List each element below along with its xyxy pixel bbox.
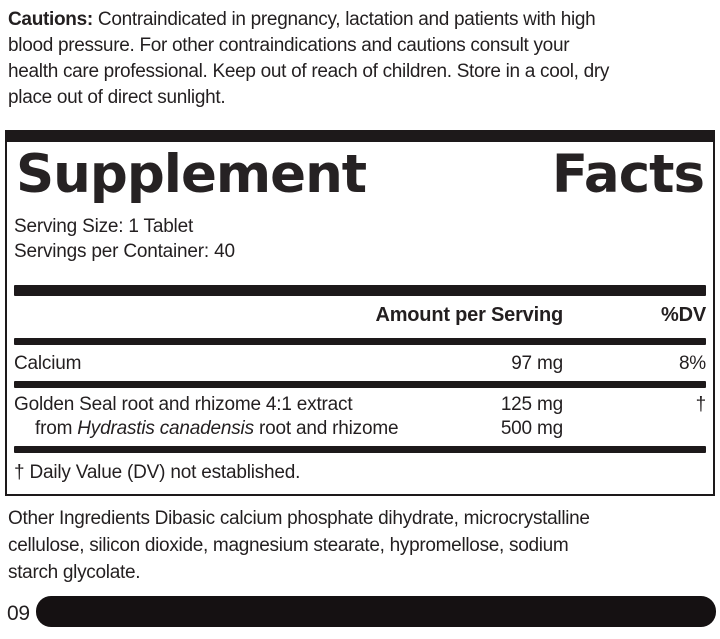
cautions-line-3: health care professional. Keep out of re… [8,61,610,82]
dv-footnote: † Daily Value (DV) not established. [14,461,301,483]
supplement-facts-panel: Supplement Facts Serving Size: 1 Tablet … [5,130,715,496]
supplement-facts-title: Supplement Facts [14,142,706,205]
nutrient-amount: 500 mg [500,417,563,439]
cautions-line-2: blood pressure. For other contraindicati… [8,35,570,56]
title-word-facts: Facts [551,144,705,205]
divider-bar [14,337,706,345]
nutrient-name: Golden Seal root and rhizome 4:1 extract [14,393,353,415]
cautions-line-4: place out of direct sunlight. [8,87,226,108]
serving-size: Serving Size: 1 Tablet [14,215,194,237]
amount-per-serving-header: Amount per Serving [375,303,563,326]
golden-seal-line-1: Golden Seal root and rhizome 4:1 extract… [14,393,706,417]
other-ingredients-line-3: starch glycolate. [8,562,141,583]
cautions-paragraph: Cautions: Contraindicated in pregnancy, l… [8,7,714,111]
other-ingredients-line-1: Other Ingredients Dibasic calcium phosph… [8,508,590,529]
divider-thick-bar [14,284,706,296]
golden-seal-line-2: from Hydrastis canadensis root and rhizo… [14,417,706,441]
cautions-line-1-text: Contraindicated in pregnancy, lactation … [97,9,596,30]
label-bottom-edge-bar [36,596,716,627]
percent-dv-header: %DV [661,303,706,326]
nutrient-row-golden-seal: Golden Seal root and rhizome 4:1 extract… [14,393,706,441]
servings-per-container: Servings per Container: 40 [14,240,235,262]
cautions-label: Cautions: [8,9,93,30]
nutrient-name: Calcium [14,352,82,374]
source-suffix: root and rhizome [253,417,399,439]
version-code: 09 [7,602,30,625]
source-prefix: from [35,417,78,439]
nutrient-dv-dagger: † [695,393,707,415]
other-ingredients-line-2: cellulose, silicon dioxide, magnesium st… [8,535,569,556]
divider-bar [14,380,706,388]
nutrient-dv: 8% [678,352,706,374]
nutrient-amount: 97 mg [511,352,563,374]
divider-bar [14,445,706,453]
cautions-line-1: Cautions: Contraindicated in pregnancy, l… [8,7,714,33]
facts-header-row: Amount per Serving %DV [14,303,706,327]
other-ingredients-paragraph: Other Ingredients Dibasic calcium phosph… [8,505,714,586]
nutrient-row-calcium: Calcium 97 mg 8% [14,352,706,376]
nutrient-amount: 125 mg [500,393,563,415]
species-name-italic: Hydrastis canadensis [77,417,254,439]
nutrient-source: from Hydrastis canadensis root and rhizo… [14,417,453,441]
title-word-supplement: Supplement [16,144,367,205]
